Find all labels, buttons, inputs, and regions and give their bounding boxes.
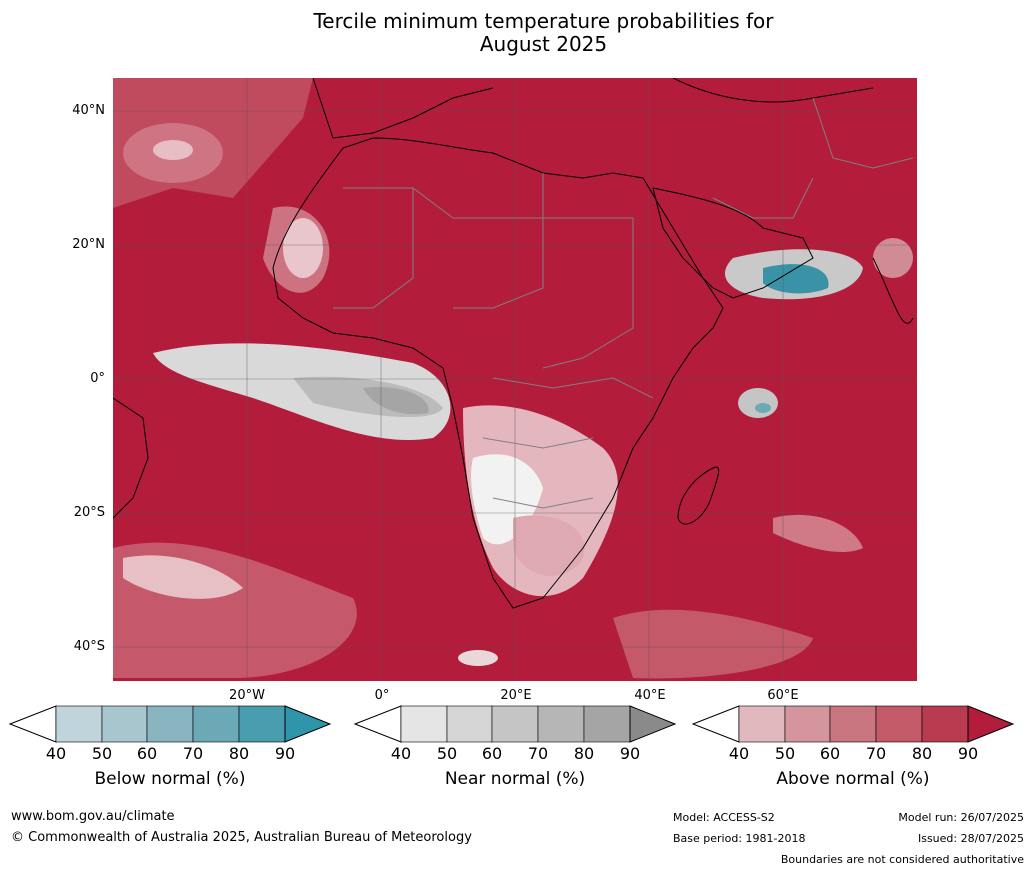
footer-url: www.bom.gov.au/climate	[11, 809, 175, 824]
colorbar-extend-arrow	[284, 705, 332, 743]
colorbar-near	[353, 705, 677, 743]
cb-below-tick-40: 40	[45, 744, 67, 763]
probability-shading	[113, 78, 913, 679]
graticule	[113, 78, 917, 681]
cb-near-tick-80: 80	[573, 744, 595, 763]
lat-label-20s: 20°S	[73, 505, 105, 520]
lat-label-40s: 40°S	[73, 639, 105, 654]
colorbar-segment	[55, 705, 103, 743]
lon-label-20w: 20°W	[229, 688, 265, 703]
footer-copyright: © Commonwealth of Australia 2025, Austra…	[11, 830, 472, 845]
footer-disclaimer: Boundaries are not considered authoritat…	[780, 853, 1024, 866]
cb-near-label: Near normal (%)	[444, 769, 586, 789]
cb-near-tick-70: 70	[527, 744, 549, 763]
footer-model-run: Model run: 26/07/2025	[898, 811, 1024, 824]
cb-above-tick-80: 80	[911, 744, 933, 763]
lon-label-60e: 60°E	[767, 688, 799, 703]
colorbar-segment	[829, 705, 877, 743]
colorbar-above	[691, 705, 1015, 743]
footer-issued: Issued: 28/07/2025	[917, 832, 1024, 845]
colorbar-segment	[101, 705, 148, 743]
colorbar-legends: 40 50 60 70 80 90 40 50 60 70 80 90 40 5…	[0, 705, 1035, 795]
colorbar-segment	[784, 705, 831, 743]
cb-above-tick-60: 60	[819, 744, 841, 763]
colorbar-extend-arrow	[629, 705, 677, 743]
lon-label-40e: 40°E	[634, 688, 666, 703]
colorbar-segment	[583, 705, 631, 743]
colorbar-below	[8, 705, 332, 743]
colorbar-segment	[875, 705, 923, 743]
colorbar-segment	[537, 705, 585, 743]
lat-label-0: 0°	[90, 371, 105, 386]
chart-title: Tercile minimum temperature probabilitie…	[0, 10, 1035, 56]
cb-above-tick-90: 90	[957, 744, 979, 763]
footer-model: Model: ACCESS-S2	[673, 811, 775, 824]
colorbar-extend-arrow	[967, 705, 1015, 743]
lat-label-20n: 20°N	[72, 237, 105, 252]
lat-label-40n: 40°N	[72, 103, 105, 118]
lon-label-20e: 20°E	[500, 688, 532, 703]
cb-near-tick-50: 50	[436, 744, 458, 763]
colorbar-segment	[491, 705, 539, 743]
colorbar-segment	[192, 705, 240, 743]
cb-near-tick-90: 90	[619, 744, 641, 763]
colorbar-segment	[446, 705, 493, 743]
cb-above-tick-50: 50	[774, 744, 796, 763]
cb-above-tick-70: 70	[865, 744, 887, 763]
cb-near-tick-60: 60	[481, 744, 503, 763]
country-borders	[333, 97, 914, 509]
cb-below-tick-80: 80	[228, 744, 250, 763]
probability-map	[113, 78, 917, 681]
colorbar-segment	[400, 705, 448, 743]
cb-above-tick-40: 40	[728, 744, 750, 763]
footer-base-period: Base period: 1981-2018	[673, 832, 806, 845]
colorbar-segment	[146, 705, 194, 743]
lon-label-0: 0°	[374, 688, 390, 703]
cb-near-tick-40: 40	[390, 744, 412, 763]
title-line-1: Tercile minimum temperature probabilitie…	[313, 9, 774, 33]
cb-below-tick-60: 60	[136, 744, 158, 763]
cb-above-label: Above normal (%)	[776, 769, 930, 789]
cb-below-tick-70: 70	[182, 744, 204, 763]
cb-below-tick-90: 90	[274, 744, 296, 763]
cb-below-tick-50: 50	[91, 744, 113, 763]
cb-below-label: Below normal (%)	[94, 769, 246, 789]
title-line-2: August 2025	[479, 32, 608, 56]
colorbar-segment	[921, 705, 969, 743]
coastlines	[113, 78, 914, 609]
colorbar-segment	[738, 705, 786, 743]
colorbar-segment	[238, 705, 286, 743]
